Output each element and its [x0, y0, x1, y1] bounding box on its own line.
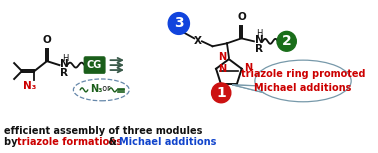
- Text: N: N: [255, 35, 263, 45]
- Text: N: N: [218, 64, 226, 74]
- FancyBboxPatch shape: [84, 57, 105, 74]
- Text: efficient assembly of three modules: efficient assembly of three modules: [3, 125, 202, 136]
- Text: 3: 3: [174, 17, 184, 30]
- Text: triazole ring promoted: triazole ring promoted: [241, 69, 365, 79]
- Text: N₃: N₃: [23, 81, 36, 91]
- Text: N₃: N₃: [90, 84, 102, 94]
- Text: H: H: [257, 29, 263, 38]
- Text: N: N: [60, 59, 69, 69]
- Text: Michael additions: Michael additions: [119, 137, 217, 147]
- Text: X: X: [194, 36, 202, 46]
- Polygon shape: [233, 85, 265, 93]
- Circle shape: [277, 31, 296, 51]
- Text: Michael additions: Michael additions: [254, 83, 352, 93]
- Text: CG: CG: [87, 60, 102, 70]
- Text: or: or: [100, 84, 113, 93]
- Text: O: O: [237, 13, 246, 22]
- Text: N: N: [218, 52, 226, 62]
- Text: &: &: [105, 137, 121, 147]
- Circle shape: [212, 83, 231, 103]
- Text: triazole formations: triazole formations: [17, 137, 122, 147]
- Ellipse shape: [255, 60, 351, 102]
- Text: R: R: [255, 44, 263, 54]
- Text: N: N: [244, 63, 252, 73]
- Text: O: O: [43, 35, 51, 45]
- Text: H: H: [62, 54, 68, 63]
- Text: R: R: [60, 68, 68, 78]
- Text: 1: 1: [216, 86, 226, 100]
- Text: by: by: [3, 137, 20, 147]
- Circle shape: [168, 13, 189, 34]
- Text: 2: 2: [282, 34, 291, 48]
